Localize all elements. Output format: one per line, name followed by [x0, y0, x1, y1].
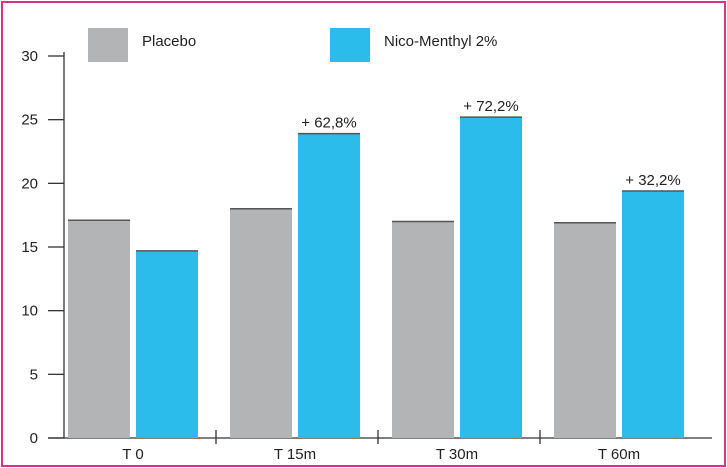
legend-label-nico-menthyl: Nico-Menthyl 2% — [384, 33, 497, 50]
chart-legend: Placebo Nico-Menthyl 2% — [88, 28, 497, 62]
percent-change-label: + 62,8% — [301, 115, 356, 132]
y-tick-label: 25 — [21, 112, 38, 129]
legend-swatch-placebo — [88, 28, 128, 62]
bar-placebo-2 — [392, 221, 454, 438]
bar-placebo-0 — [68, 220, 130, 438]
bar-nico-menthyl-2 — [460, 117, 522, 439]
y-tick-label: 15 — [21, 239, 38, 256]
y-tick-label: 5 — [30, 366, 38, 383]
y-tick-label: 0 — [30, 430, 38, 447]
x-tick-label: T 60m — [598, 446, 640, 463]
legend-label-placebo: Placebo — [142, 33, 196, 50]
percent-change-label: + 72,2% — [463, 98, 518, 115]
bar-placebo-3 — [554, 222, 616, 438]
bar-placebo-1 — [230, 208, 292, 438]
bar-nico-menthyl-1 — [298, 133, 360, 438]
y-tick-label: 20 — [21, 175, 38, 192]
y-tick-label: 10 — [21, 303, 38, 320]
y-tick-label: 30 — [21, 48, 38, 65]
chart-bars — [68, 116, 684, 439]
bar-nico-menthyl-3 — [622, 190, 684, 438]
x-tick-label: T 30m — [436, 446, 478, 463]
x-tick-label: T 0 — [122, 446, 143, 463]
x-tick-label: T 15m — [274, 446, 316, 463]
chart-labels: T 0 T 15m T 30m T 60m + 62,8% + 72,2% + 32,2% — [122, 98, 680, 463]
bar-nico-menthyl-0 — [136, 250, 198, 438]
percent-change-label: + 32,2% — [625, 172, 680, 189]
legend-swatch-nico-menthyl — [330, 28, 370, 62]
